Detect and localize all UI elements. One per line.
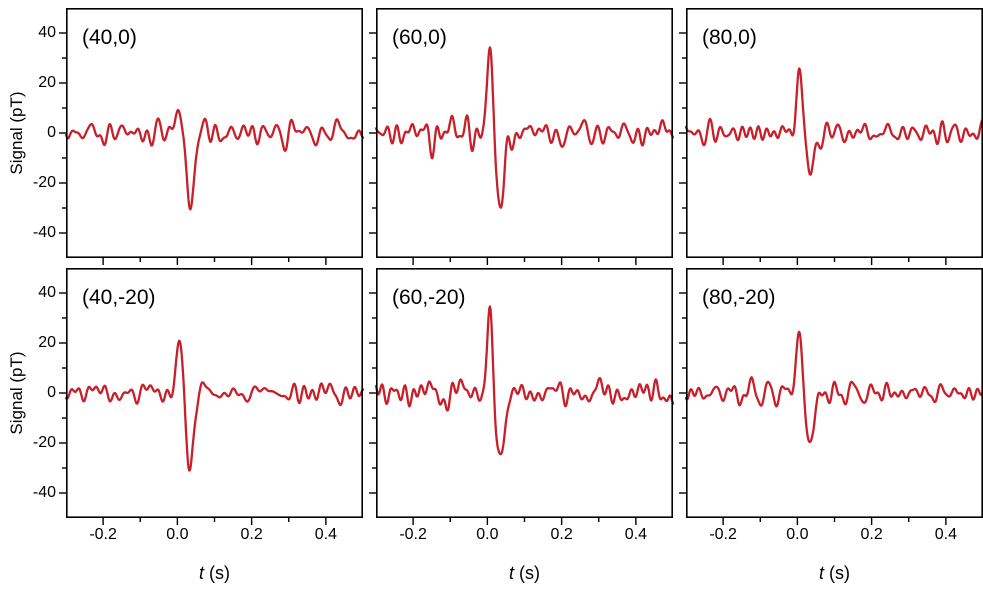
x-tick-label: 0.4 xyxy=(624,526,647,543)
x-tick-label: 0.0 xyxy=(476,526,499,543)
y-tick-label: -40 xyxy=(32,224,56,241)
panel-label: (40,-20) xyxy=(82,286,156,309)
x-tick-label: 0.2 xyxy=(240,526,263,543)
x-tick-label: 0.0 xyxy=(786,526,809,543)
signal-trace xyxy=(64,108,365,211)
y-tick-label: -20 xyxy=(32,174,56,191)
x-tick-label: 0.0 xyxy=(166,526,189,543)
panel-label: (80,-20) xyxy=(702,286,776,309)
panel-80-neg20: (80,-20) xyxy=(679,268,983,525)
x-tick-label: 0.2 xyxy=(550,526,573,543)
panel-frame xyxy=(686,268,983,518)
x-axis-label: t (s) xyxy=(508,563,540,583)
y-tick-label: 20 xyxy=(38,74,56,91)
axis-ticks xyxy=(369,292,637,525)
axis-ticks xyxy=(679,292,947,525)
panel-label: (60,-20) xyxy=(392,286,466,309)
signal-trace xyxy=(374,305,675,456)
panel-frame xyxy=(66,8,363,258)
signal-trace xyxy=(684,67,983,176)
y-tick-label: -20 xyxy=(32,434,56,451)
x-axis-label: t (s) xyxy=(818,563,850,583)
x-tick-label: 0.4 xyxy=(934,526,957,543)
axis-ticks xyxy=(59,292,327,525)
panel-60-0: (60,0) xyxy=(369,8,675,265)
x-tick-label: -0.2 xyxy=(89,526,117,543)
y-tick-label: 40 xyxy=(38,284,56,301)
panel-frame xyxy=(686,8,983,258)
panel-label: (60,0) xyxy=(392,26,447,49)
x-tick-label: 0.4 xyxy=(314,526,337,543)
panel-frame xyxy=(376,8,673,258)
x-tick-label: -0.2 xyxy=(399,526,427,543)
y-tick-label: 20 xyxy=(38,334,56,351)
panel-40-neg20: (40,-20) xyxy=(59,268,365,525)
x-tick-label: -0.2 xyxy=(709,526,737,543)
panel-frame xyxy=(66,268,363,518)
panel-label: (40,0) xyxy=(82,26,137,49)
axis-ticks xyxy=(679,32,947,265)
signal-trace xyxy=(64,339,365,472)
signal-trace xyxy=(684,330,983,444)
x-axis-label: t (s) xyxy=(198,563,230,583)
y-tick-label: -40 xyxy=(32,484,56,501)
axis-ticks xyxy=(59,32,327,265)
x-tick-label: 0.2 xyxy=(860,526,883,543)
signal-trace xyxy=(374,46,675,209)
panel-label: (80,0) xyxy=(702,26,757,49)
y-tick-label: 40 xyxy=(38,24,56,41)
panel-80-0: (80,0) xyxy=(679,8,983,265)
panel-frame xyxy=(376,268,673,518)
y-tick-label: 0 xyxy=(47,124,56,141)
y-tick-label: 0 xyxy=(47,384,56,401)
panel-60-neg20: (60,-20) xyxy=(369,268,675,525)
panel-40-0: (40,0) xyxy=(59,8,365,265)
axis-ticks xyxy=(369,32,637,265)
